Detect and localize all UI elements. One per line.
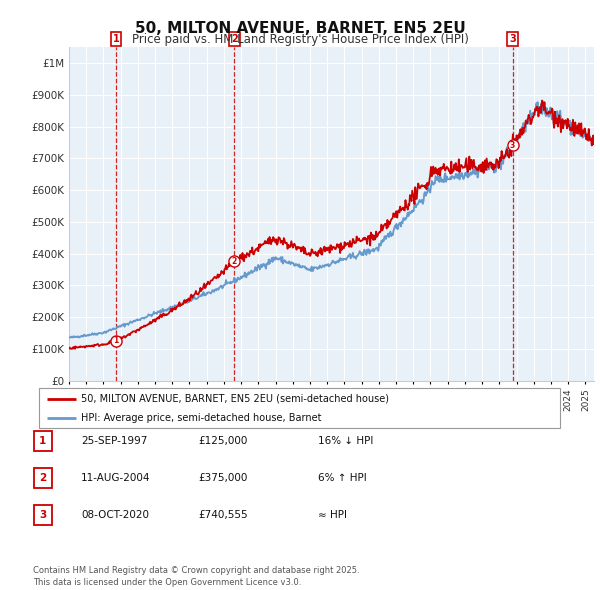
Text: 6% ↑ HPI: 6% ↑ HPI — [318, 473, 367, 483]
Text: 50, MILTON AVENUE, BARNET, EN5 2EU (semi-detached house): 50, MILTON AVENUE, BARNET, EN5 2EU (semi… — [81, 394, 389, 404]
FancyBboxPatch shape — [38, 388, 560, 428]
Text: 3: 3 — [39, 510, 47, 520]
Text: Price paid vs. HM Land Registry's House Price Index (HPI): Price paid vs. HM Land Registry's House … — [131, 33, 469, 46]
Text: HPI: Average price, semi-detached house, Barnet: HPI: Average price, semi-detached house,… — [81, 413, 322, 423]
Text: 16% ↓ HPI: 16% ↓ HPI — [318, 436, 373, 445]
Text: 50, MILTON AVENUE, BARNET, EN5 2EU: 50, MILTON AVENUE, BARNET, EN5 2EU — [134, 21, 466, 36]
Text: 2: 2 — [39, 473, 47, 483]
Text: £125,000: £125,000 — [198, 436, 247, 445]
Text: 11-AUG-2004: 11-AUG-2004 — [81, 473, 151, 483]
Text: 1: 1 — [113, 34, 119, 44]
Text: £740,555: £740,555 — [198, 510, 248, 520]
FancyBboxPatch shape — [34, 505, 52, 525]
Text: Contains HM Land Registry data © Crown copyright and database right 2025.
This d: Contains HM Land Registry data © Crown c… — [33, 566, 359, 587]
Text: 08-OCT-2020: 08-OCT-2020 — [81, 510, 149, 520]
Text: ≈ HPI: ≈ HPI — [318, 510, 347, 520]
Text: 3: 3 — [510, 141, 515, 150]
Text: 2: 2 — [231, 34, 238, 44]
FancyBboxPatch shape — [34, 431, 52, 451]
Text: 1: 1 — [113, 336, 119, 345]
Text: 3: 3 — [509, 34, 516, 44]
Text: 2: 2 — [232, 257, 237, 266]
Text: £375,000: £375,000 — [198, 473, 247, 483]
FancyBboxPatch shape — [34, 468, 52, 488]
Text: 1: 1 — [39, 436, 47, 445]
Text: 25-SEP-1997: 25-SEP-1997 — [81, 436, 148, 445]
